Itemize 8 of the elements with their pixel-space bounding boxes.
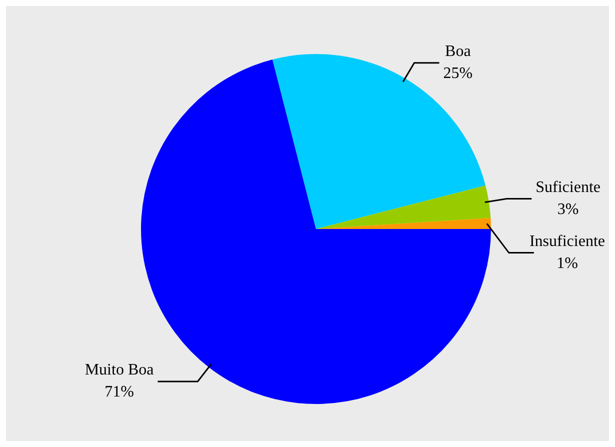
slice-label: Muito Boa: [84, 362, 154, 379]
data-label: 25%: [443, 65, 473, 82]
data-label: 1%: [556, 255, 578, 272]
slice-label: Suficiente: [536, 179, 600, 196]
slice-label: Boa: [445, 43, 471, 60]
data-label: 3%: [557, 201, 579, 218]
data-label: 71%: [104, 384, 134, 401]
slice-label: Insuficiente: [529, 233, 606, 250]
